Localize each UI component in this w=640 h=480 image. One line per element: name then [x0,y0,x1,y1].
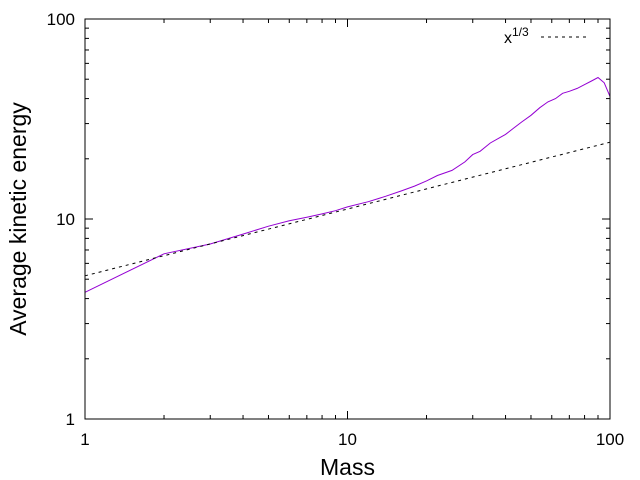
axis-labels: 1 10 100 1 10 100 Mass Average kinetic energy [5,10,624,480]
x-tick-label: 1 [80,430,89,449]
y-axis-title: Average kinetic energy [5,102,31,336]
legend-label-base: x [504,30,512,47]
legend-label-superscript: 1/3 [512,25,529,39]
x-tick-label: 10 [338,430,357,449]
axes [84,18,611,420]
series-line-x-cube-root [84,141,611,277]
series-line-kinetic-energy [84,76,611,293]
x-tick-label: 100 [596,430,624,449]
x-axis-title: Mass [320,454,375,480]
y-tick-label: 1 [66,410,75,429]
legend: x1/3 [504,25,588,47]
plot-frame [84,18,611,420]
y-tick-label: 10 [56,210,75,229]
plot-area [84,76,611,293]
y-tick-label: 100 [47,10,75,29]
legend-label-x-cube-root: x1/3 [504,25,529,47]
